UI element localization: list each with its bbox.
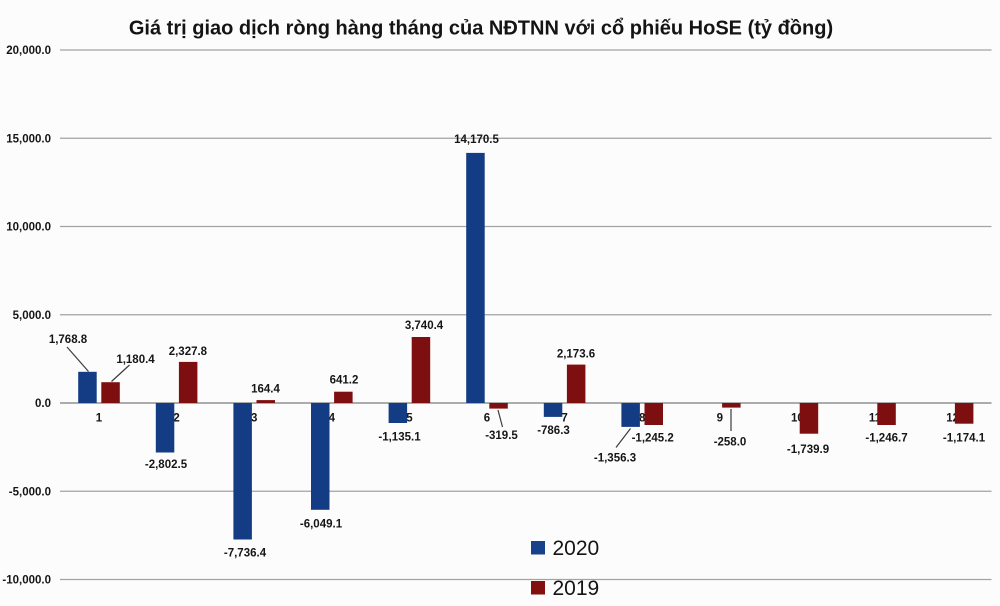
svg-text:2019: 2019 [553, 577, 600, 600]
svg-text:20,000.0: 20,000.0 [6, 45, 51, 57]
svg-text:-1,135.1: -1,135.1 [378, 432, 421, 444]
svg-text:2,173.6: 2,173.6 [557, 349, 595, 361]
svg-text:8: 8 [639, 413, 646, 425]
svg-text:-1,739.9: -1,739.9 [787, 444, 829, 456]
svg-text:-1,245.2: -1,245.2 [632, 433, 674, 445]
svg-text:-258.0: -258.0 [714, 437, 747, 449]
svg-text:-5,000.0: -5,000.0 [9, 486, 51, 498]
svg-text:2,327.8: 2,327.8 [169, 346, 208, 358]
svg-text:0.0: 0.0 [35, 398, 51, 410]
svg-text:-1,356.3: -1,356.3 [594, 453, 636, 465]
svg-text:1,180.4: 1,180.4 [116, 354, 155, 366]
svg-text:9: 9 [717, 413, 723, 425]
svg-text:2: 2 [173, 413, 179, 425]
svg-text:15,000.0: 15,000.0 [6, 133, 51, 145]
svg-text:Giá trị giao dịch ròng hàng th: Giá trị giao dịch ròng hàng tháng của NĐ… [129, 18, 833, 40]
svg-text:-6,049.1: -6,049.1 [300, 519, 343, 531]
svg-text:-1,246.7: -1,246.7 [865, 433, 907, 445]
svg-text:164.4: 164.4 [251, 384, 280, 396]
svg-text:5,000.0: 5,000.0 [13, 310, 51, 322]
svg-text:4: 4 [329, 413, 336, 425]
svg-text:-786.3: -786.3 [537, 425, 570, 437]
svg-text:-7,736.4: -7,736.4 [224, 548, 267, 560]
svg-text:641.2: 641.2 [330, 375, 359, 387]
svg-text:5: 5 [406, 413, 413, 425]
svg-text:1,768.8: 1,768.8 [49, 334, 88, 346]
svg-text:14,170.5: 14,170.5 [454, 134, 499, 146]
svg-text:6: 6 [484, 413, 490, 425]
svg-text:2020: 2020 [553, 537, 600, 560]
svg-text:-319.5: -319.5 [485, 430, 518, 442]
svg-text:-10,000.0: -10,000.0 [2, 575, 51, 587]
svg-text:1: 1 [96, 413, 103, 425]
svg-text:-2,802.5: -2,802.5 [145, 459, 188, 471]
svg-text:3: 3 [251, 413, 257, 425]
svg-text:-1,174.1: -1,174.1 [943, 433, 986, 445]
svg-text:3,740.4: 3,740.4 [405, 320, 444, 332]
svg-text:10,000.0: 10,000.0 [6, 222, 51, 234]
svg-text:7: 7 [561, 413, 567, 425]
